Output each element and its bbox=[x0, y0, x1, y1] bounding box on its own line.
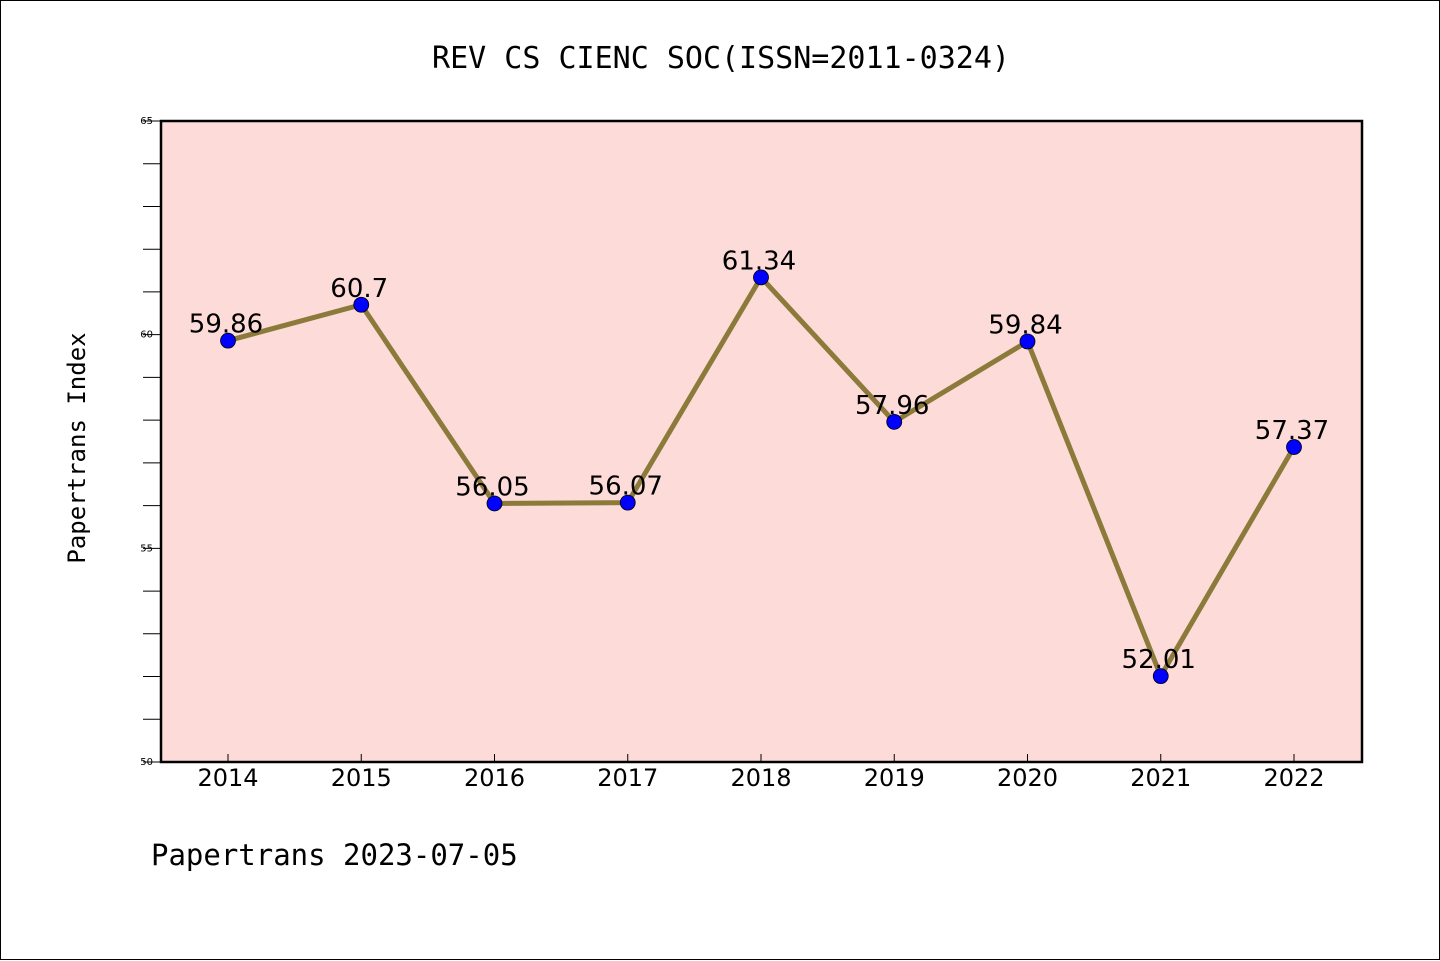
data-label: 59.86 bbox=[189, 310, 263, 340]
data-point bbox=[1286, 439, 1302, 455]
y-tick-label: 65 bbox=[140, 116, 153, 127]
data-label: 56.05 bbox=[455, 472, 529, 502]
y-axis-label: Papertrans Index bbox=[63, 332, 91, 563]
data-point bbox=[886, 413, 903, 430]
footer-credit: Papertrans 2023-07-05 bbox=[151, 838, 518, 872]
data-label: 60.7 bbox=[330, 274, 388, 304]
x-tick-label: 2020 bbox=[997, 764, 1058, 792]
data-point bbox=[619, 494, 636, 511]
plot-area bbox=[161, 121, 1362, 762]
data-label: 61.34 bbox=[722, 246, 796, 276]
series-markers bbox=[220, 269, 1302, 685]
data-point bbox=[1019, 333, 1036, 350]
data-point bbox=[486, 495, 503, 512]
x-tick-label: 2019 bbox=[864, 764, 925, 792]
data-label: 52.01 bbox=[1122, 645, 1196, 675]
data-label: 57.37 bbox=[1255, 416, 1329, 446]
data-point bbox=[220, 332, 236, 349]
x-tick-label: 2015 bbox=[331, 764, 392, 792]
y-axis: 50 55 60 65 bbox=[140, 116, 161, 768]
data-labels: 59.86 60.7 56.05 56.07 61.34 57.96 59.84 52.01 5… bbox=[189, 246, 1329, 675]
plot-border bbox=[159, 119, 1364, 764]
x-tick-label: 2017 bbox=[597, 764, 658, 792]
y-tick-label: 55 bbox=[140, 543, 153, 554]
data-point bbox=[753, 269, 769, 286]
data-point bbox=[1152, 668, 1169, 685]
y-tick-label: 50 bbox=[140, 757, 153, 768]
y-tick-label: 60 bbox=[140, 330, 153, 341]
data-label: 56.07 bbox=[589, 472, 663, 502]
data-label: 57.96 bbox=[855, 391, 929, 421]
x-axis: 2014 2015 2016 2017 2018 2019 2020 2021 2022 bbox=[197, 754, 1325, 792]
x-tick-label: 2016 bbox=[464, 764, 525, 792]
x-tick-label: 2018 bbox=[730, 764, 791, 792]
data-label: 59.84 bbox=[988, 311, 1062, 341]
x-tick-label: 2014 bbox=[197, 764, 258, 792]
chart-title: REV CS CIENC SOC(ISSN=2011-0324) bbox=[432, 41, 1010, 76]
x-tick-label: 2022 bbox=[1263, 764, 1324, 792]
data-point bbox=[353, 296, 370, 313]
x-tick-label: 2021 bbox=[1130, 764, 1191, 792]
